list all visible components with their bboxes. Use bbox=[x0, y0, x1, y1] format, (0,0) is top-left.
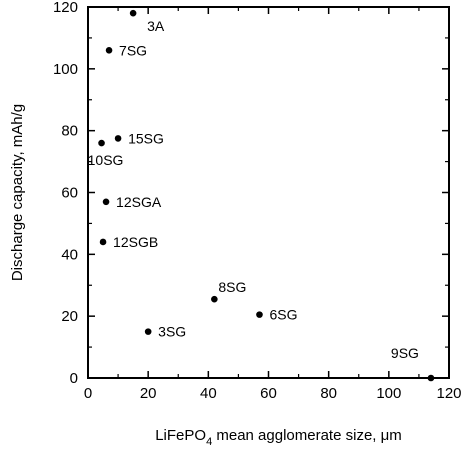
point-label-12sgb: 12SGB bbox=[113, 234, 158, 250]
x-axis-label: LiFePO4 mean agglomerate size, μm bbox=[155, 427, 402, 448]
y-axis-label: Discharge capacity, mAh/g bbox=[9, 104, 26, 281]
x-tick-label: 60 bbox=[260, 385, 277, 402]
y-tick-label: 100 bbox=[53, 61, 78, 78]
data-point-3a bbox=[129, 9, 137, 17]
y-tick-label: 60 bbox=[61, 185, 78, 202]
data-point-9sg bbox=[427, 374, 435, 382]
point-label-3a: 3A bbox=[147, 18, 165, 34]
point-label-10sg: 10SG bbox=[88, 152, 124, 168]
x-tick-label: 0 bbox=[84, 385, 92, 402]
x-tick-label: 40 bbox=[200, 385, 217, 402]
y-tick-label: 80 bbox=[61, 123, 78, 140]
axis-ticks bbox=[87, 6, 450, 379]
x-tick-label: 80 bbox=[320, 385, 337, 402]
x-tick-label: 120 bbox=[436, 385, 461, 402]
x-axis-label-main: LiFePO bbox=[155, 427, 206, 444]
data-point-10sg bbox=[98, 139, 105, 147]
y-tick-label: 0 bbox=[70, 370, 78, 387]
point-label-6sg: 6SG bbox=[269, 307, 297, 323]
y-tick-label: 20 bbox=[61, 308, 78, 325]
x-tick-label: 20 bbox=[140, 385, 157, 402]
data-point-15sg bbox=[114, 135, 122, 142]
y-tick-label: 120 bbox=[53, 0, 78, 16]
data-point-3sg bbox=[144, 328, 152, 335]
x-tick-label: 100 bbox=[376, 385, 401, 402]
data-point-8sg bbox=[211, 295, 218, 303]
data-point-12sga bbox=[102, 198, 110, 206]
x-axis-label-subscript: 4 bbox=[206, 436, 212, 448]
point-label-3sg: 3SG bbox=[158, 324, 186, 340]
point-label-15sg: 15SG bbox=[128, 130, 164, 146]
tick-labels: 0 20 40 60 80 100 120 0 20 40 60 80 100 120 bbox=[53, 0, 462, 402]
data-point-7sg bbox=[105, 46, 113, 54]
data-point-6sg bbox=[256, 311, 263, 318]
data-points bbox=[98, 9, 435, 382]
data-point-12sgb bbox=[99, 238, 107, 246]
point-label-7sg: 7SG bbox=[119, 42, 147, 58]
point-label-9sg: 9SG bbox=[391, 345, 419, 361]
point-label-8sg: 8SG bbox=[218, 279, 246, 295]
point-label-12sga: 12SGA bbox=[116, 194, 162, 210]
y-tick-label: 40 bbox=[61, 246, 78, 263]
x-axis-label-rest: mean agglomerate size, μm bbox=[212, 427, 402, 444]
